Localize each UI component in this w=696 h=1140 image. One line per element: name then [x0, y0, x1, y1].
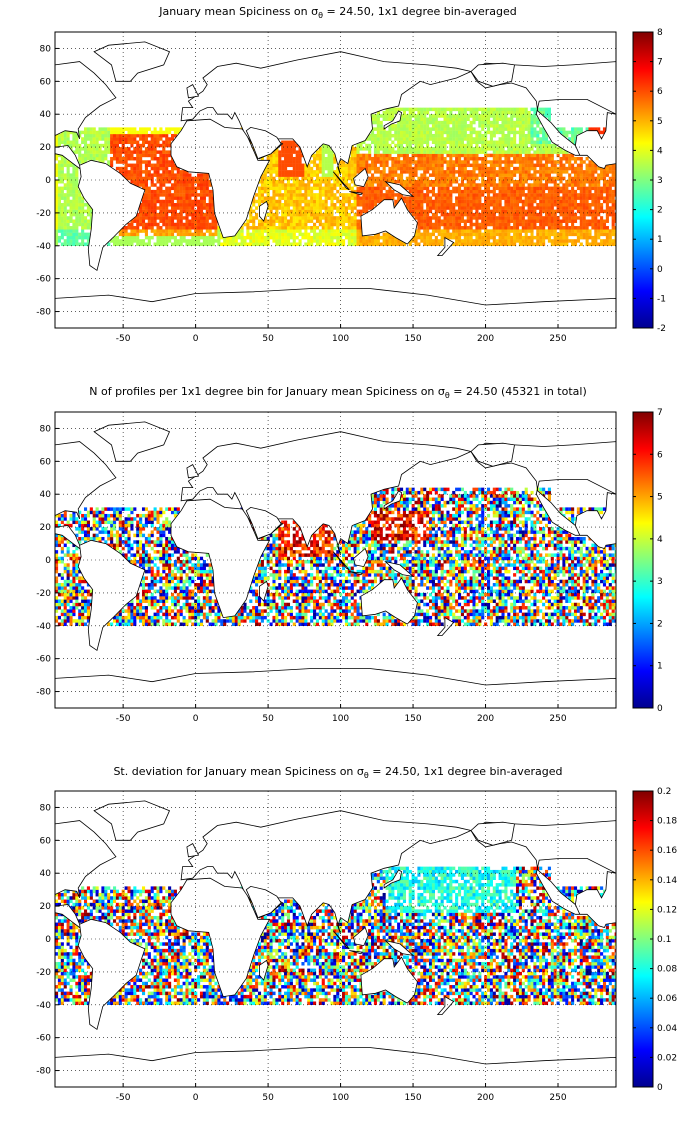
coastlines	[55, 421, 616, 708]
colorbar-tick-label: 0.2	[657, 787, 671, 797]
y-tick-label: -20	[36, 968, 51, 978]
y-tick-label: 40	[40, 869, 52, 879]
x-tick-label: 100	[332, 1093, 349, 1103]
data-bins	[55, 107, 616, 246]
colorbar-tick-label: 6	[657, 87, 663, 97]
colorbar-tick-label: 5	[657, 117, 663, 127]
map-panel-3: -50 0 50 100 150 200 250806040200-20-40-60-800…	[36, 787, 677, 1103]
grid-lines	[55, 412, 616, 708]
colorbar-tick-label: -1	[657, 294, 666, 304]
colorbar: -2 -1 0 1 2 3 4 5 6 7 8	[632, 28, 666, 334]
colorbar-tick-label: 0.16	[657, 846, 677, 856]
colorbar-tick-label: 3	[657, 176, 663, 186]
data-bins	[55, 487, 616, 626]
y-tick-label: -40	[36, 1001, 51, 1011]
y-tick-label: -60	[36, 1034, 51, 1044]
x-tick-label: 100	[332, 714, 349, 724]
x-tick-label: 200	[477, 714, 494, 724]
x-tick-label: 150	[404, 1093, 421, 1103]
panel-3-title: St. deviation for January mean Spiciness…	[113, 765, 563, 780]
colorbar-tick-label: 0.08	[657, 965, 677, 975]
x-tick-label: 0	[193, 714, 199, 724]
y-tick-label: 20	[40, 523, 52, 533]
x-tick-label: 150	[404, 334, 421, 344]
colorbar-tick-label: 1	[657, 662, 663, 672]
colorbar: 0 0.02 0.04 0.06 0.08 0.1 0.12 0.14 0.16 0.18 0.2	[632, 787, 677, 1093]
colorbar-tick-label: 1	[657, 235, 663, 245]
y-tick-label: 40	[40, 110, 52, 120]
colorbar-tick-label: 0	[657, 704, 663, 714]
coastlines	[55, 800, 616, 1087]
y-tick-label: -80	[36, 308, 51, 318]
y-tick-label: -20	[36, 589, 51, 599]
y-tick-label: -80	[36, 1067, 51, 1077]
x-tick-label: 0	[193, 1093, 199, 1103]
x-tick-label: -50	[116, 714, 131, 724]
y-tick-label: 60	[40, 457, 52, 467]
grid-lines	[55, 791, 616, 1087]
colorbar-tick-label: 7	[657, 408, 663, 418]
y-tick-label: -60	[36, 275, 51, 285]
y-tick-label: 0	[45, 556, 51, 566]
y-tick-label: 0	[45, 176, 51, 186]
y-tick-label: 80	[40, 424, 52, 434]
panel-2-title: N of profiles per 1x1 degree bin for Jan…	[89, 385, 587, 400]
x-tick-label: 50	[262, 334, 274, 344]
y-tick-label: -60	[36, 655, 51, 665]
coastlines	[55, 41, 616, 328]
colorbar-tick-label: 0.04	[657, 1024, 677, 1034]
colorbar-tick-label: 4	[657, 146, 663, 156]
x-tick-label: 250	[549, 334, 566, 344]
x-tick-label: 200	[477, 334, 494, 344]
x-tick-label: 250	[549, 714, 566, 724]
colorbar-tick-label: 3	[657, 577, 663, 587]
y-tick-label: -80	[36, 688, 51, 698]
x-tick-label: 250	[549, 1093, 566, 1103]
x-tick-label: 200	[477, 1093, 494, 1103]
colorbar-tick-label: 0	[657, 265, 663, 275]
y-tick-label: 20	[40, 902, 52, 912]
y-tick-label: 80	[40, 44, 52, 54]
colorbar-tick-label: 0.14	[657, 876, 677, 886]
panel-1-title: January mean Spiciness on σθ = 24.50, 1x…	[159, 5, 517, 20]
colorbar-tick-label: 6	[657, 450, 663, 460]
colorbar-tick-label: 0.12	[657, 905, 677, 915]
map-panel-2: -50 0 50 100 150 200 250806040200-20-40-60-800…	[36, 408, 663, 724]
data-bins	[55, 866, 616, 1005]
x-tick-label: 150	[404, 714, 421, 724]
y-tick-label: -40	[36, 622, 51, 632]
colorbar: 0 1 2 3 4 5 6 7	[632, 408, 663, 714]
colorbar-tick-label: 0.1	[657, 935, 671, 945]
x-tick-label: 100	[332, 334, 349, 344]
map-panel-1: -50 0 50 100 150 200 250806040200-20-40-60-80-…	[36, 28, 666, 344]
colorbar-tick-label: 8	[657, 28, 663, 38]
colorbar-tick-label: 5	[657, 493, 663, 503]
x-tick-label: 0	[193, 334, 199, 344]
y-tick-label: 60	[40, 836, 52, 846]
colorbar-tick-label: 7	[657, 58, 663, 68]
grid-lines	[55, 32, 616, 328]
colorbar-tick-label: 2	[657, 206, 663, 216]
y-tick-label: 0	[45, 935, 51, 945]
x-tick-label: -50	[116, 334, 131, 344]
colorbar-tick-label: 0	[657, 1083, 663, 1093]
y-tick-label: 80	[40, 803, 52, 813]
x-tick-label: 50	[262, 714, 274, 724]
y-tick-label: -20	[36, 209, 51, 219]
colorbar-tick-label: 0.18	[657, 817, 677, 827]
x-tick-label: -50	[116, 1093, 131, 1103]
y-tick-label: 20	[40, 143, 52, 153]
colorbar-tick-label: 2	[657, 619, 663, 629]
x-tick-label: 50	[262, 1093, 274, 1103]
colorbar-tick-label: 0.02	[657, 1053, 677, 1063]
y-tick-label: 40	[40, 490, 52, 500]
colorbar-tick-label: -2	[657, 324, 666, 334]
colorbar-tick-label: 0.06	[657, 994, 677, 1004]
y-tick-label: -40	[36, 242, 51, 252]
colorbar-tick-label: 4	[657, 535, 663, 545]
y-tick-label: 60	[40, 77, 52, 87]
